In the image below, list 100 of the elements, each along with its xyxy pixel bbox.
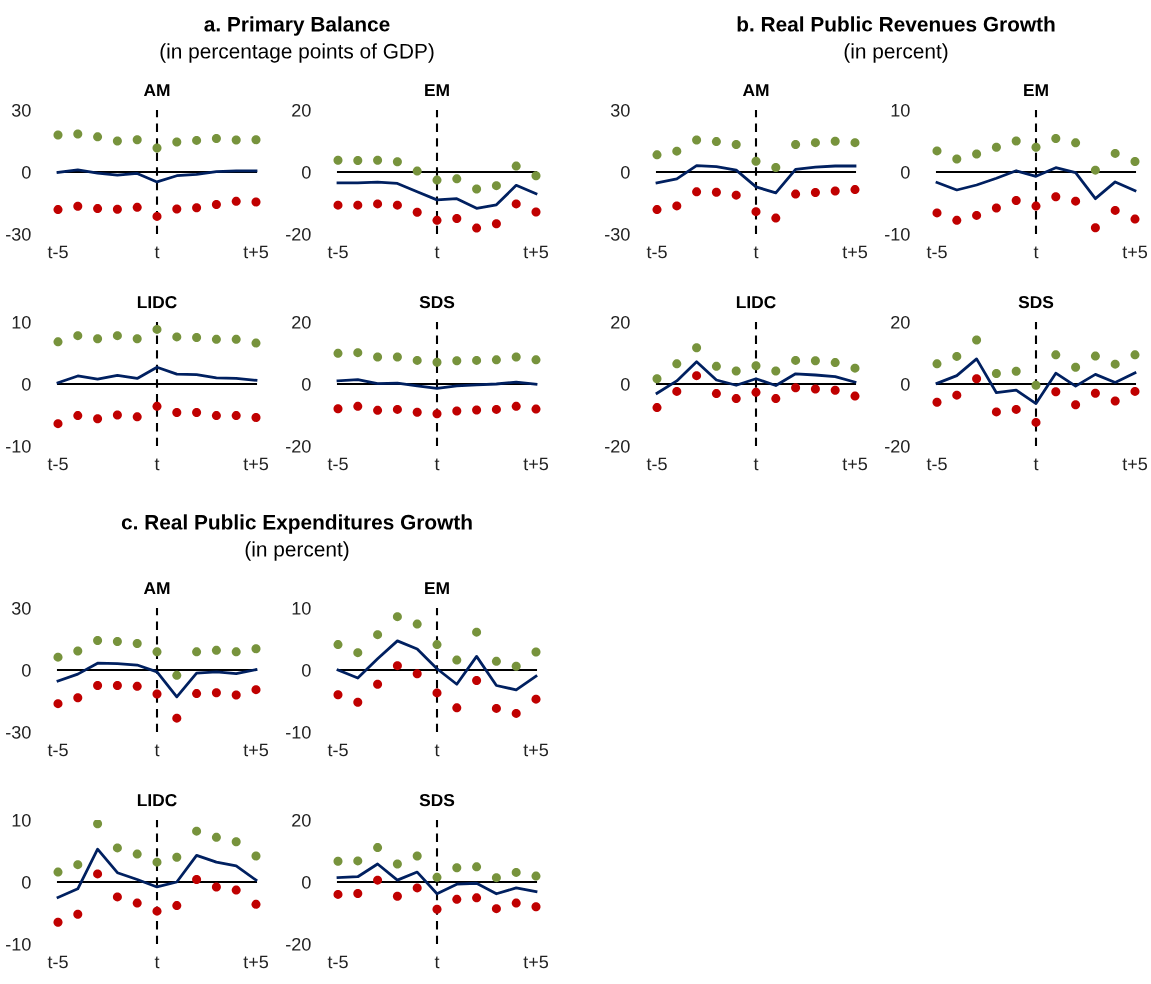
x-tick-label: t-5	[646, 457, 667, 471]
y-tick-label: 0	[901, 165, 910, 179]
point	[491, 904, 501, 914]
y-tick-label: -10	[6, 439, 31, 453]
point	[251, 851, 261, 861]
point	[531, 647, 541, 657]
y-tick-label: -10	[885, 227, 910, 241]
y-tick-label: 0	[22, 165, 31, 179]
x-tick-label: t+5	[842, 245, 868, 259]
point	[452, 703, 462, 713]
point	[1110, 359, 1120, 369]
point	[810, 384, 820, 394]
point	[511, 199, 521, 209]
point	[1011, 404, 1021, 414]
point	[192, 203, 202, 213]
point	[251, 197, 261, 207]
point	[353, 156, 363, 166]
point	[412, 851, 422, 861]
point	[531, 355, 541, 365]
point	[73, 129, 83, 139]
x-tick-label: t	[434, 744, 440, 757]
y-tick-label: -30	[6, 227, 31, 241]
point	[972, 210, 982, 220]
point	[231, 196, 241, 206]
point	[93, 635, 103, 645]
x-tick-label: t-5	[47, 743, 68, 757]
point	[93, 204, 103, 214]
point	[152, 324, 162, 334]
point	[1051, 134, 1061, 144]
point	[991, 407, 1001, 417]
point	[491, 656, 501, 666]
point	[93, 414, 103, 424]
y-tick-label: -20	[286, 227, 311, 241]
point	[672, 146, 682, 156]
point	[93, 132, 103, 142]
point	[251, 899, 261, 909]
point	[412, 207, 422, 217]
y-tick-label: 0	[22, 875, 31, 889]
point	[112, 681, 122, 690]
point	[850, 138, 860, 148]
point	[333, 640, 343, 650]
point	[392, 612, 402, 622]
point	[830, 358, 840, 368]
y-tick-label: 0	[621, 377, 630, 391]
point	[172, 408, 182, 418]
point	[791, 140, 801, 150]
x-tick-label: t-5	[47, 245, 68, 259]
point	[711, 361, 721, 371]
x-tick-label: t+5	[243, 245, 269, 259]
point	[771, 366, 781, 376]
x-tick-label: t-5	[646, 245, 667, 259]
point	[373, 352, 383, 362]
point	[132, 898, 142, 908]
point	[432, 175, 442, 185]
point	[152, 689, 162, 699]
line-series	[336, 180, 538, 210]
point	[93, 334, 103, 344]
point	[112, 410, 122, 420]
point	[932, 146, 942, 156]
y-tick-label: 10	[891, 103, 910, 117]
point	[172, 713, 182, 723]
point	[152, 143, 162, 153]
point	[791, 383, 801, 393]
point	[112, 843, 122, 853]
point	[652, 374, 662, 384]
point	[172, 901, 182, 911]
y-tick-label: 10	[12, 315, 31, 329]
point	[251, 412, 261, 422]
point	[432, 640, 442, 650]
point	[511, 661, 521, 671]
point	[112, 136, 122, 146]
point	[850, 185, 860, 195]
point	[353, 648, 363, 658]
point	[251, 135, 261, 145]
point	[952, 390, 962, 400]
point	[511, 401, 521, 411]
text: (in percent)	[245, 541, 349, 561]
point	[1071, 196, 1081, 206]
point	[392, 200, 402, 210]
y-tick-label: 0	[302, 165, 311, 179]
point	[192, 689, 202, 699]
point	[353, 856, 363, 866]
point	[211, 645, 221, 655]
point	[452, 356, 462, 366]
x-tick-label: t	[434, 246, 440, 259]
point	[692, 343, 702, 353]
point	[192, 875, 202, 885]
point	[211, 688, 221, 698]
line-series	[56, 365, 258, 385]
point	[1051, 192, 1061, 202]
point	[1110, 148, 1120, 158]
point	[53, 699, 63, 709]
y-tick-label: 20	[891, 315, 910, 329]
line-series	[336, 639, 538, 692]
point	[211, 882, 221, 892]
point	[771, 394, 781, 404]
x-tick-label: t	[753, 458, 759, 471]
point	[373, 155, 383, 165]
point	[472, 627, 482, 637]
x-tick-label: t+5	[523, 743, 549, 757]
